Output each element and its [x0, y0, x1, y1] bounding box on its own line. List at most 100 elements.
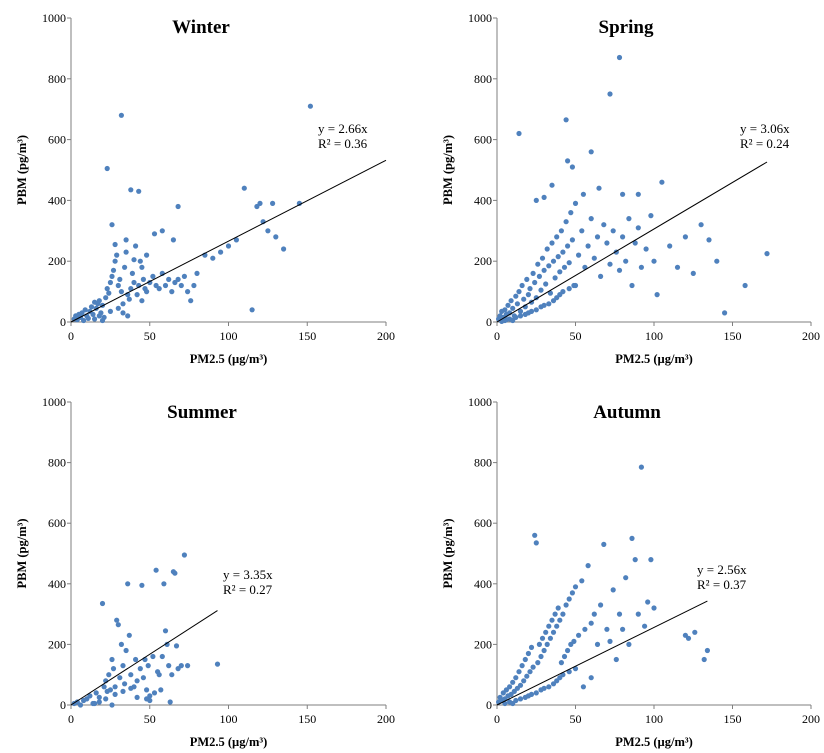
data-point — [568, 210, 574, 216]
y-tick-label: 800 — [48, 72, 66, 86]
data-point — [557, 617, 563, 623]
spring-panel: 0 200 400 600 800 1000 0 50 100 150 200 y = 3.06xR²… — [441, 11, 820, 366]
data-point — [139, 264, 145, 270]
y-axis-label: PBM (pg/m³) — [441, 135, 455, 205]
data-point — [513, 675, 519, 681]
x-tick-label: 0 — [68, 329, 74, 343]
r-squared-label: R² = 0.37 — [697, 577, 747, 592]
data-point — [651, 605, 657, 611]
y-tick-label: 800 — [48, 456, 66, 470]
data-point — [549, 182, 555, 188]
data-point — [533, 307, 539, 313]
data-point — [714, 258, 720, 264]
data-point — [123, 237, 129, 243]
data-point — [643, 246, 649, 252]
data-point — [103, 295, 109, 301]
data-point — [140, 675, 146, 681]
data-point — [623, 258, 629, 264]
trendline-equation: y = 2.56x — [697, 562, 747, 577]
data-point — [92, 299, 98, 305]
data-point — [173, 643, 180, 649]
data-point — [566, 286, 572, 292]
data-point — [528, 691, 535, 698]
data-point — [552, 275, 558, 281]
data-point — [151, 690, 158, 696]
data-point — [136, 188, 142, 194]
data-point — [704, 647, 711, 654]
data-point — [565, 647, 571, 654]
data-point — [555, 605, 561, 611]
data-point — [594, 234, 601, 240]
data-point — [659, 179, 665, 185]
data-point — [110, 267, 117, 273]
data-point — [118, 112, 124, 118]
data-point — [161, 581, 167, 587]
x-tick-label: 200 — [377, 329, 395, 343]
data-point — [607, 638, 613, 645]
data-point — [104, 286, 110, 292]
data-point — [585, 243, 591, 249]
data-point — [225, 243, 232, 249]
data-point — [92, 316, 98, 322]
data-point — [528, 644, 535, 651]
data-point — [93, 690, 99, 696]
data-point — [648, 557, 654, 563]
x-tick-label: 50 — [144, 329, 156, 343]
data-point — [122, 264, 128, 270]
data-point — [563, 117, 569, 123]
data-point — [125, 581, 131, 587]
data-point — [563, 219, 569, 225]
data-point — [648, 213, 654, 219]
x-tick-label: 100 — [220, 712, 238, 726]
y-tick-label: 1000 — [468, 11, 492, 25]
data-point — [508, 298, 514, 304]
data-point — [517, 682, 524, 688]
data-point — [144, 252, 150, 258]
data-point — [81, 317, 87, 324]
data-point — [96, 298, 102, 304]
y-tick-label: 800 — [474, 456, 492, 470]
data-point — [632, 240, 638, 246]
data-point — [131, 279, 137, 286]
y-tick-label: 800 — [474, 72, 492, 86]
summer-panel: 0 200 400 600 800 1000 0 50 100 150 200 y = 3.35xR²… — [15, 395, 395, 749]
data-point — [156, 286, 162, 292]
winter-panel: 0 200 400 600 800 1000 0 50 100 150 200 y = 2.66xR²… — [15, 11, 395, 366]
data-point — [517, 313, 524, 319]
data-point — [115, 282, 121, 289]
data-point — [596, 185, 602, 191]
data-point — [123, 249, 129, 255]
data-point — [722, 310, 728, 316]
data-point — [554, 234, 560, 240]
data-point — [516, 130, 522, 137]
data-point — [104, 165, 110, 172]
data-point — [566, 596, 572, 602]
data-point — [572, 200, 579, 206]
y-tick-label: 0 — [486, 698, 492, 712]
data-point — [87, 693, 93, 699]
x-tick-label: 200 — [802, 712, 820, 726]
data-point — [118, 289, 124, 295]
y-tick-label: 200 — [474, 254, 492, 268]
data-point — [166, 276, 172, 282]
data-point — [591, 255, 597, 261]
data-point — [546, 623, 552, 629]
data-point — [109, 656, 115, 663]
data-point — [273, 234, 279, 240]
data-point — [99, 317, 106, 324]
trendline-equation: y = 3.06x — [740, 121, 790, 136]
data-point — [632, 557, 638, 563]
data-point — [561, 264, 568, 270]
data-point — [538, 653, 544, 660]
data-point — [638, 464, 645, 470]
y-tick-label: 600 — [474, 133, 492, 147]
data-point — [123, 647, 129, 654]
data-point — [706, 237, 712, 243]
data-point — [554, 623, 560, 629]
data-point — [532, 279, 538, 286]
data-point — [576, 252, 582, 258]
data-point — [588, 620, 594, 626]
x-tick-label: 150 — [298, 329, 316, 343]
data-point — [572, 282, 579, 289]
data-point — [576, 632, 582, 638]
